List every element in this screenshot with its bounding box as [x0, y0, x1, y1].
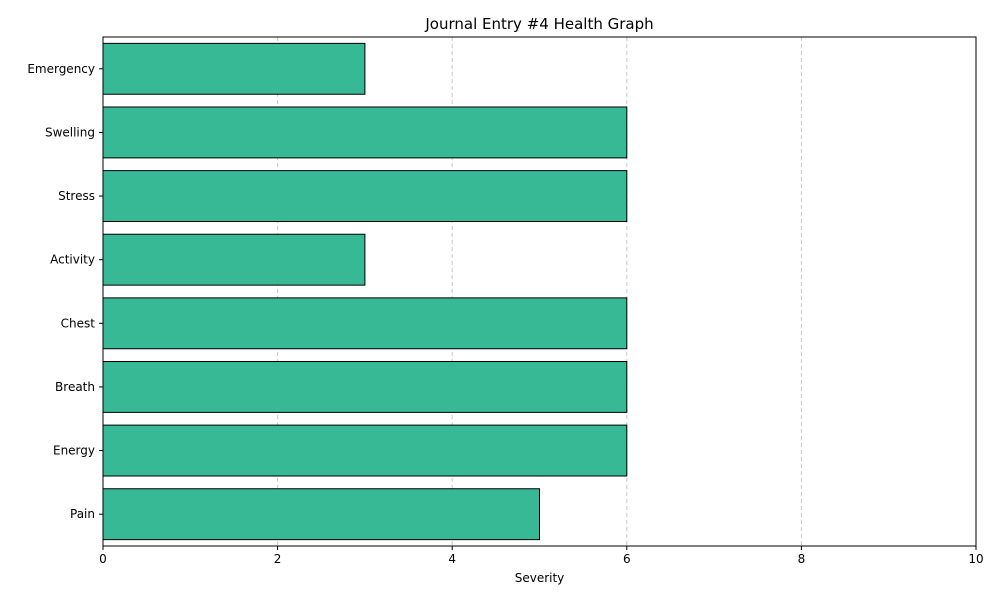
- bar-activity: [102, 233, 366, 286]
- bar-breath: [102, 360, 628, 413]
- y-tick-label: Swelling: [45, 125, 95, 139]
- y-tick-label: Emergency: [27, 62, 95, 76]
- x-tick-label: 6: [623, 552, 631, 566]
- y-tick-label: Breath: [55, 380, 95, 394]
- x-tick-label: 10: [968, 552, 983, 566]
- y-tick-label: Stress: [58, 189, 95, 203]
- x-tick-label: 0: [99, 552, 107, 566]
- bar-swelling: [102, 106, 628, 159]
- x-tick-label: 8: [798, 552, 806, 566]
- chart-title: Journal Entry #4 Health Graph: [424, 15, 653, 33]
- y-tick-label: Energy: [53, 444, 95, 458]
- x-tick-label: 4: [448, 552, 456, 566]
- y-axis-ticks: Pain Energy Breath Chest Activity Stress Swell…: [27, 62, 103, 521]
- y-tick-label: Chest: [61, 316, 96, 330]
- y-tick-label: Pain: [70, 507, 95, 521]
- bar-pain: [102, 488, 540, 541]
- bar-chest: [102, 297, 628, 350]
- plot-frame: [102, 36, 977, 547]
- bars: [102, 42, 628, 541]
- bar-energy: [102, 424, 628, 477]
- y-tick-label: Activity: [50, 253, 95, 267]
- x-axis-label: Severity: [515, 571, 565, 585]
- bar-emergency: [102, 42, 366, 95]
- bar-stress: [102, 170, 628, 223]
- x-axis-ticks: 0 2 4 6 8 10: [99, 546, 984, 566]
- x-tick-label: 2: [274, 552, 282, 566]
